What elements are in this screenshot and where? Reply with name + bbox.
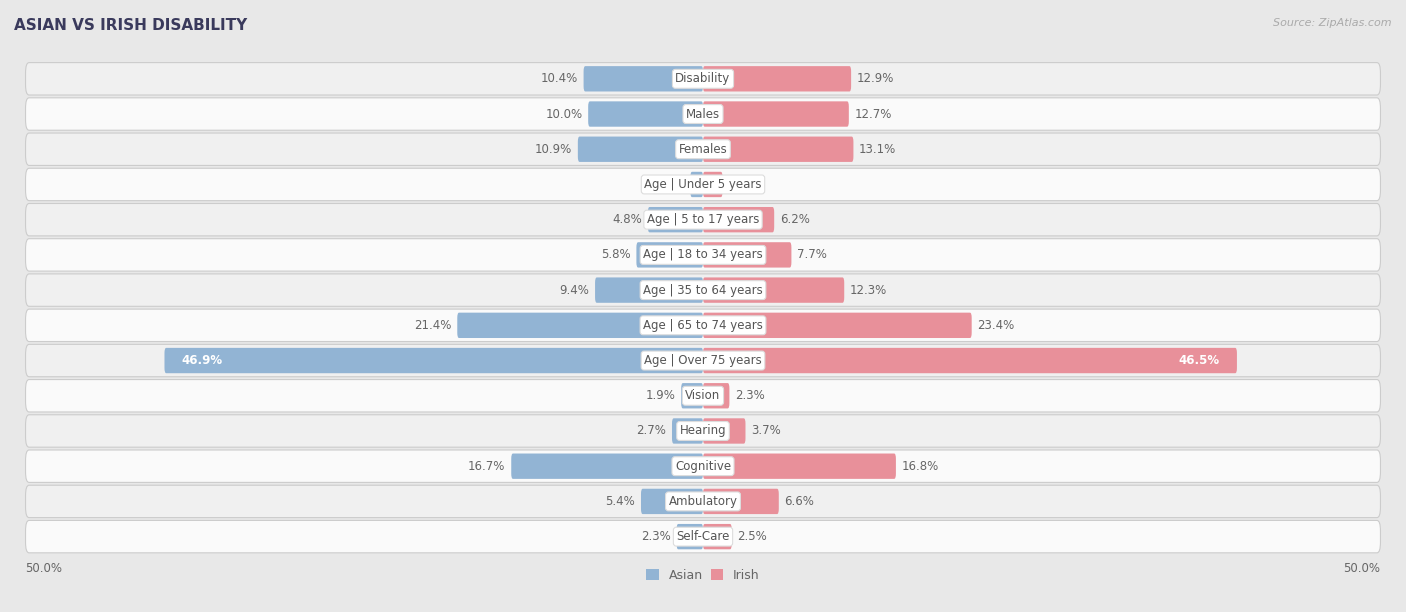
Text: 1.7%: 1.7% xyxy=(728,178,758,191)
FancyBboxPatch shape xyxy=(703,136,853,162)
Text: 50.0%: 50.0% xyxy=(1344,562,1381,575)
Text: 16.8%: 16.8% xyxy=(901,460,939,472)
Text: 2.3%: 2.3% xyxy=(735,389,765,402)
Text: 12.3%: 12.3% xyxy=(851,283,887,297)
FancyBboxPatch shape xyxy=(25,379,1381,412)
Text: 6.6%: 6.6% xyxy=(785,495,814,508)
Text: Source: ZipAtlas.com: Source: ZipAtlas.com xyxy=(1274,18,1392,28)
FancyBboxPatch shape xyxy=(512,453,703,479)
FancyBboxPatch shape xyxy=(25,485,1381,518)
Text: 7.7%: 7.7% xyxy=(797,248,827,261)
Text: 2.7%: 2.7% xyxy=(637,425,666,438)
FancyBboxPatch shape xyxy=(25,520,1381,553)
FancyBboxPatch shape xyxy=(25,62,1381,95)
Text: 13.1%: 13.1% xyxy=(859,143,897,155)
Text: 50.0%: 50.0% xyxy=(25,562,62,575)
Text: 10.4%: 10.4% xyxy=(540,72,578,85)
FancyBboxPatch shape xyxy=(703,277,844,303)
Text: 21.4%: 21.4% xyxy=(415,319,451,332)
FancyBboxPatch shape xyxy=(681,383,703,408)
Text: 4.8%: 4.8% xyxy=(613,213,643,226)
FancyBboxPatch shape xyxy=(676,524,703,550)
Text: Males: Males xyxy=(686,108,720,121)
Text: Age | Over 75 years: Age | Over 75 years xyxy=(644,354,762,367)
Text: Age | 18 to 34 years: Age | 18 to 34 years xyxy=(643,248,763,261)
Text: 10.9%: 10.9% xyxy=(534,143,572,155)
Text: 2.3%: 2.3% xyxy=(641,530,671,543)
FancyBboxPatch shape xyxy=(25,415,1381,447)
FancyBboxPatch shape xyxy=(637,242,703,267)
Text: Hearing: Hearing xyxy=(679,425,727,438)
FancyBboxPatch shape xyxy=(25,274,1381,307)
Text: Age | 65 to 74 years: Age | 65 to 74 years xyxy=(643,319,763,332)
FancyBboxPatch shape xyxy=(25,98,1381,130)
Text: 46.9%: 46.9% xyxy=(181,354,222,367)
FancyBboxPatch shape xyxy=(25,309,1381,341)
FancyBboxPatch shape xyxy=(703,66,851,91)
Text: 46.5%: 46.5% xyxy=(1178,354,1219,367)
FancyBboxPatch shape xyxy=(703,348,1237,373)
Legend: Asian, Irish: Asian, Irish xyxy=(641,564,765,587)
FancyBboxPatch shape xyxy=(25,450,1381,482)
FancyBboxPatch shape xyxy=(165,348,703,373)
FancyBboxPatch shape xyxy=(703,453,896,479)
Text: 10.0%: 10.0% xyxy=(546,108,582,121)
FancyBboxPatch shape xyxy=(703,242,792,267)
FancyBboxPatch shape xyxy=(588,102,703,127)
FancyBboxPatch shape xyxy=(703,313,972,338)
Text: 6.2%: 6.2% xyxy=(780,213,810,226)
FancyBboxPatch shape xyxy=(25,239,1381,271)
Text: 16.7%: 16.7% xyxy=(468,460,506,472)
Text: 12.7%: 12.7% xyxy=(855,108,891,121)
Text: 23.4%: 23.4% xyxy=(977,319,1015,332)
FancyBboxPatch shape xyxy=(578,136,703,162)
FancyBboxPatch shape xyxy=(703,102,849,127)
Text: 3.7%: 3.7% xyxy=(751,425,780,438)
FancyBboxPatch shape xyxy=(25,168,1381,201)
Text: 2.5%: 2.5% xyxy=(738,530,768,543)
Text: 5.8%: 5.8% xyxy=(600,248,631,261)
Text: Vision: Vision xyxy=(685,389,721,402)
FancyBboxPatch shape xyxy=(703,418,745,444)
FancyBboxPatch shape xyxy=(25,345,1381,377)
Text: 1.9%: 1.9% xyxy=(645,389,675,402)
FancyBboxPatch shape xyxy=(583,66,703,91)
Text: Age | 5 to 17 years: Age | 5 to 17 years xyxy=(647,213,759,226)
Text: ASIAN VS IRISH DISABILITY: ASIAN VS IRISH DISABILITY xyxy=(14,18,247,34)
Text: 1.1%: 1.1% xyxy=(655,178,685,191)
FancyBboxPatch shape xyxy=(457,313,703,338)
FancyBboxPatch shape xyxy=(703,524,731,550)
FancyBboxPatch shape xyxy=(648,207,703,233)
Text: Cognitive: Cognitive xyxy=(675,460,731,472)
Text: 5.4%: 5.4% xyxy=(606,495,636,508)
Text: Disability: Disability xyxy=(675,72,731,85)
Text: Self-Care: Self-Care xyxy=(676,530,730,543)
Text: Age | Under 5 years: Age | Under 5 years xyxy=(644,178,762,191)
FancyBboxPatch shape xyxy=(703,383,730,408)
FancyBboxPatch shape xyxy=(641,489,703,514)
FancyBboxPatch shape xyxy=(703,489,779,514)
Text: Females: Females xyxy=(679,143,727,155)
Text: Age | 35 to 64 years: Age | 35 to 64 years xyxy=(643,283,763,297)
FancyBboxPatch shape xyxy=(25,203,1381,236)
Text: Ambulatory: Ambulatory xyxy=(668,495,738,508)
FancyBboxPatch shape xyxy=(25,133,1381,165)
Text: 12.9%: 12.9% xyxy=(856,72,894,85)
FancyBboxPatch shape xyxy=(672,418,703,444)
FancyBboxPatch shape xyxy=(595,277,703,303)
FancyBboxPatch shape xyxy=(703,172,723,197)
Text: 9.4%: 9.4% xyxy=(560,283,589,297)
FancyBboxPatch shape xyxy=(703,207,775,233)
FancyBboxPatch shape xyxy=(690,172,703,197)
